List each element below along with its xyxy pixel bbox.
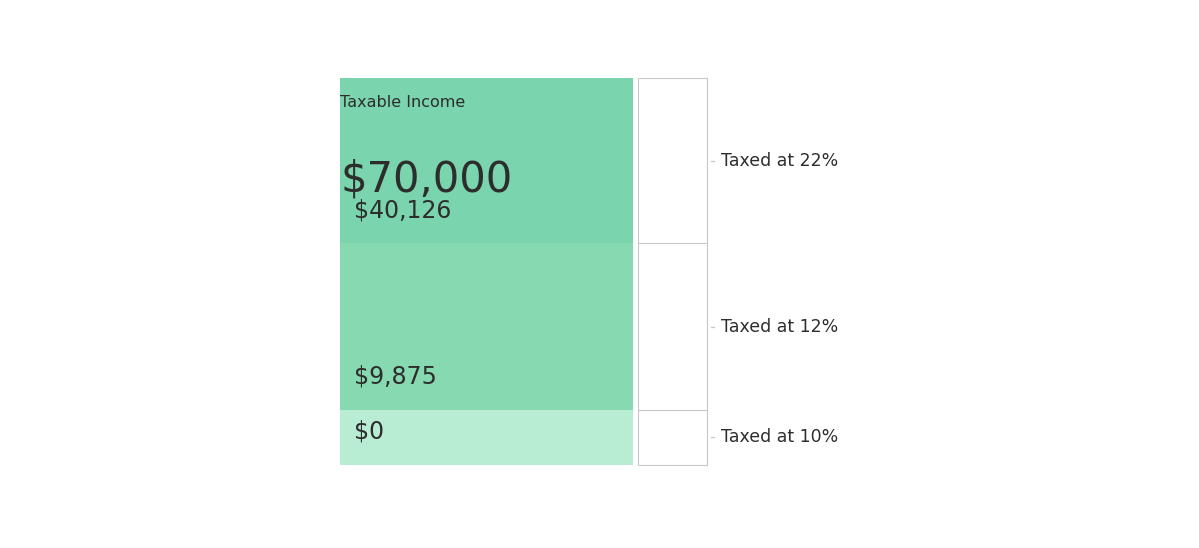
Text: $9,875: $9,875: [355, 365, 438, 389]
Bar: [341, 410, 633, 465]
Text: Taxable Income: Taxable Income: [341, 95, 465, 110]
Bar: [341, 243, 633, 410]
Bar: [638, 410, 707, 465]
Text: $40,126: $40,126: [355, 198, 452, 222]
Text: Taxed at 22%: Taxed at 22%: [722, 152, 838, 170]
Text: Taxed at 10%: Taxed at 10%: [722, 429, 838, 446]
Bar: [341, 78, 633, 243]
Bar: [638, 78, 707, 243]
Text: $0: $0: [355, 419, 385, 443]
Text: $70,000: $70,000: [341, 158, 513, 201]
Text: Taxed at 12%: Taxed at 12%: [722, 318, 838, 335]
Bar: [638, 243, 707, 410]
